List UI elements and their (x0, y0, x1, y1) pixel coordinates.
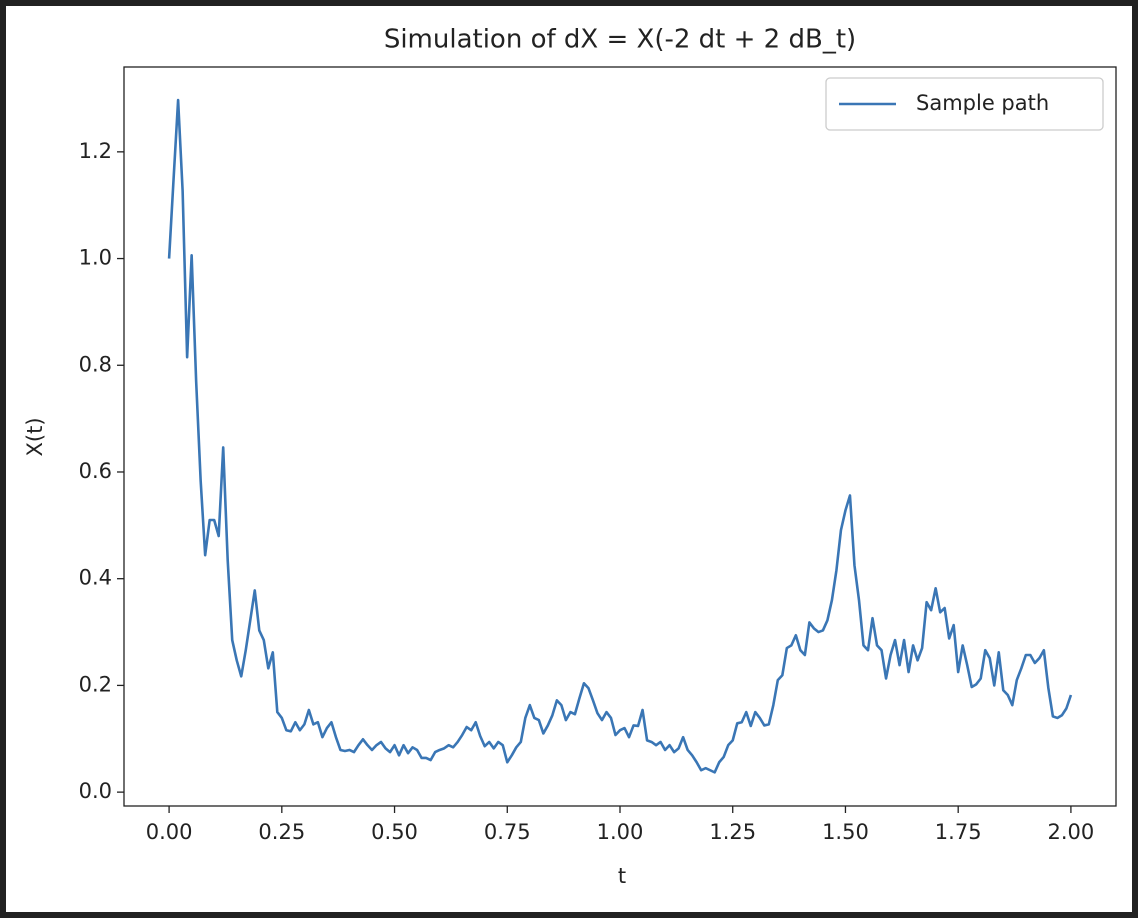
y-tick-label: 1.0 (79, 246, 112, 270)
y-tick-label: 0.0 (79, 779, 112, 803)
y-tick-label: 0.2 (79, 672, 112, 696)
x-tick-label: 1.25 (709, 820, 756, 844)
x-tick-label: 0.50 (371, 820, 418, 844)
y-tick-label: 0.8 (79, 352, 112, 376)
x-tick-label: 1.50 (822, 820, 869, 844)
chart-title: Simulation of dX = X(-2 dt + 2 dB_t) (384, 25, 856, 55)
legend-label: Sample path (916, 91, 1049, 115)
y-tick-label: 1.2 (79, 139, 112, 163)
x-tick-label: 0.25 (258, 820, 305, 844)
x-tick-label: 0.75 (484, 820, 531, 844)
x-tick-label: 1.00 (597, 820, 644, 844)
x-tick-label: 2.00 (1048, 820, 1095, 844)
y-axis-label: X(t) (23, 417, 47, 456)
figure-background (6, 6, 1132, 912)
data-line (167, 98, 1073, 774)
x-tick-label: 0.00 (146, 820, 193, 844)
x-tick-label: 1.75 (935, 820, 982, 844)
plot-frame (123, 66, 1117, 807)
legend-box (825, 77, 1104, 131)
x-axis-label: t (618, 864, 626, 888)
y-tick-label: 0.4 (79, 566, 112, 590)
y-tick-label: 0.6 (79, 459, 112, 483)
